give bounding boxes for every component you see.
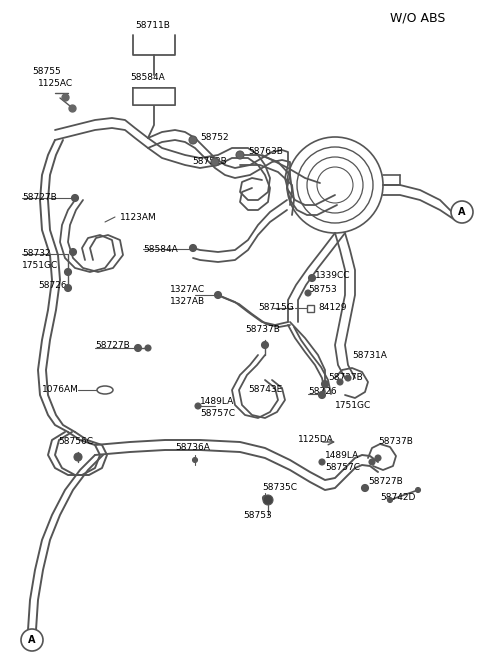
Text: 1751GC: 1751GC: [335, 400, 371, 409]
Circle shape: [64, 269, 72, 276]
Text: 58731A: 58731A: [352, 350, 387, 360]
Text: 1125AC: 1125AC: [38, 79, 73, 88]
Text: 1076AM: 1076AM: [42, 386, 79, 394]
Text: 1327AB: 1327AB: [170, 297, 205, 307]
Text: 58756C: 58756C: [58, 438, 93, 447]
Circle shape: [451, 201, 473, 223]
Text: 58752: 58752: [200, 134, 228, 143]
Text: 58715G: 58715G: [258, 303, 294, 312]
Circle shape: [369, 459, 375, 465]
Circle shape: [345, 375, 351, 381]
Circle shape: [263, 495, 273, 505]
Circle shape: [361, 485, 369, 491]
Text: W/O ABS: W/O ABS: [390, 12, 445, 24]
Circle shape: [21, 629, 43, 651]
Circle shape: [416, 487, 420, 493]
Circle shape: [211, 158, 219, 166]
Text: 58755: 58755: [32, 67, 61, 77]
Text: 58743E: 58743E: [248, 386, 282, 394]
Circle shape: [319, 459, 325, 465]
Text: 58742D: 58742D: [380, 493, 415, 502]
Text: A: A: [28, 635, 36, 645]
Circle shape: [262, 341, 268, 348]
Text: 58727B: 58727B: [95, 341, 130, 350]
Text: 58727B: 58727B: [328, 373, 363, 383]
Circle shape: [236, 151, 244, 159]
Text: 1489LA: 1489LA: [200, 398, 234, 407]
Circle shape: [195, 403, 201, 409]
Circle shape: [387, 498, 393, 502]
Text: A: A: [458, 207, 466, 217]
Circle shape: [74, 453, 82, 461]
Text: 58763B: 58763B: [248, 147, 283, 157]
Text: 58757C: 58757C: [200, 409, 235, 419]
Text: 1489LA: 1489LA: [325, 451, 359, 460]
Circle shape: [134, 345, 142, 352]
Circle shape: [72, 195, 79, 202]
Circle shape: [192, 457, 197, 462]
Text: 58737B: 58737B: [245, 326, 280, 335]
Text: 1327AC: 1327AC: [170, 286, 205, 295]
Circle shape: [305, 290, 311, 296]
Circle shape: [215, 291, 221, 299]
Circle shape: [263, 495, 267, 500]
Circle shape: [189, 136, 197, 144]
Text: 58584A: 58584A: [143, 246, 178, 255]
Text: 58727B: 58727B: [22, 193, 57, 202]
Text: 58737B: 58737B: [378, 438, 413, 447]
Circle shape: [64, 284, 72, 291]
Circle shape: [337, 379, 343, 385]
Ellipse shape: [97, 386, 113, 394]
Text: 1339CC: 1339CC: [315, 271, 350, 280]
Text: 58584A: 58584A: [131, 73, 166, 83]
Text: 1751GC: 1751GC: [22, 261, 58, 269]
Text: 58727B: 58727B: [368, 477, 403, 487]
Text: 1125DA: 1125DA: [298, 436, 334, 445]
Circle shape: [70, 248, 76, 255]
Circle shape: [145, 345, 151, 351]
Bar: [133, 88, 175, 105]
Circle shape: [375, 455, 381, 461]
Text: 58736A: 58736A: [175, 443, 210, 453]
Text: 58726: 58726: [308, 388, 336, 396]
Bar: [307, 305, 313, 312]
Text: 58732: 58732: [22, 248, 50, 257]
Text: 58711B: 58711B: [135, 20, 170, 29]
Circle shape: [190, 244, 196, 252]
Text: 58753: 58753: [308, 286, 337, 295]
Text: 58757C: 58757C: [325, 462, 360, 472]
Text: 58735C: 58735C: [262, 483, 297, 493]
Text: 58753: 58753: [244, 510, 272, 519]
Circle shape: [322, 381, 328, 388]
Circle shape: [309, 274, 315, 282]
Text: 84129: 84129: [318, 303, 347, 312]
Text: 1123AM: 1123AM: [120, 212, 157, 221]
Text: 58726: 58726: [38, 280, 67, 290]
Text: 58752B: 58752B: [192, 157, 227, 166]
Circle shape: [319, 392, 325, 398]
